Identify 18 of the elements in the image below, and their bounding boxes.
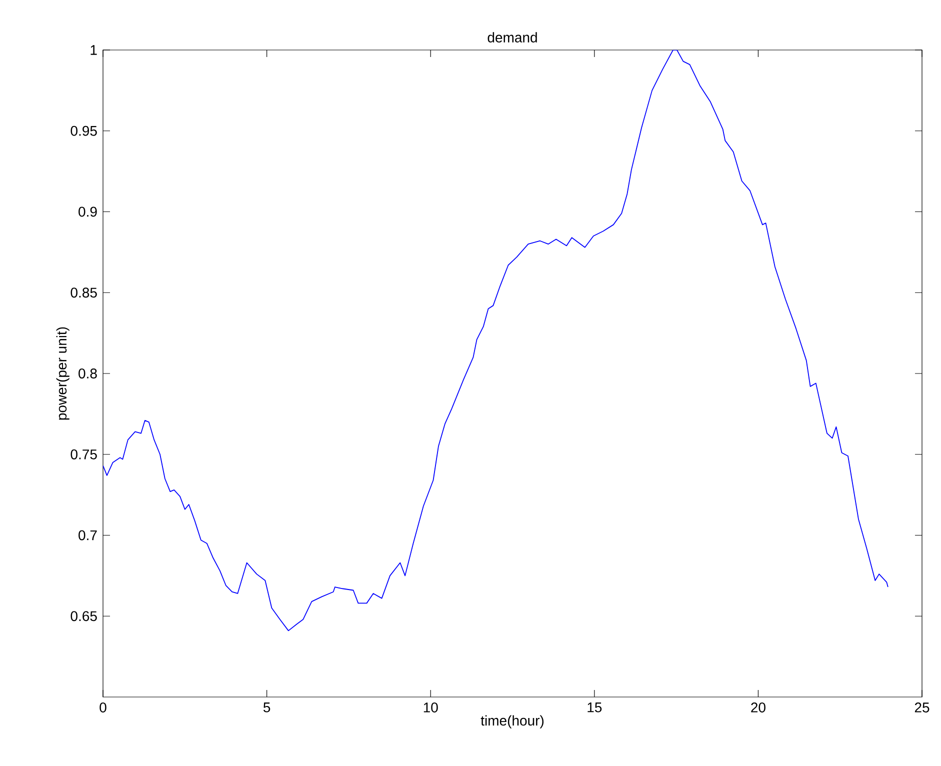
y-tick-label: 0.95 [70, 126, 97, 136]
y-tick-label: 0.9 [78, 206, 97, 217]
y-tick-label: 1 [90, 45, 97, 55]
x-tick-label: 10 [424, 702, 438, 712]
chart-title: demand [488, 32, 537, 42]
x-axis-title: time(hour) [480, 715, 544, 728]
y-tick-label: 0.8 [78, 368, 97, 378]
x-tick-label: 0 [100, 702, 106, 712]
x-tick-label: 20 [751, 702, 766, 712]
y-tick-label: 0.75 [70, 449, 97, 460]
line-series [103, 50, 888, 632]
x-tick-label: 25 [914, 702, 930, 712]
x-tick-label: 15 [588, 702, 602, 712]
y-tick-label: 0.65 [70, 611, 97, 622]
y-tick-label: 0.85 [70, 288, 97, 298]
y-axis-title: power(per unit) [56, 327, 70, 420]
y-tick-label: 0.7 [78, 530, 97, 540]
x-tick-label: 5 [263, 702, 270, 712]
